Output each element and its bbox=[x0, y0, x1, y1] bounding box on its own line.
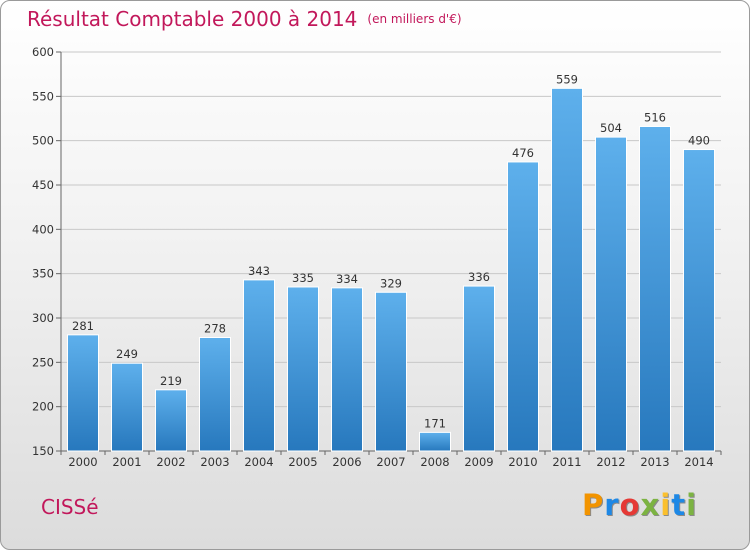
bar-2010 bbox=[507, 161, 539, 452]
y-tick-label: 400 bbox=[32, 222, 54, 236]
x-tick-label: 2012 bbox=[596, 455, 625, 469]
logo-letter: o bbox=[619, 488, 641, 522]
x-tick-label: 2001 bbox=[112, 455, 141, 469]
proxiti-logo[interactable]: Proxiti bbox=[582, 488, 697, 522]
bar-2013 bbox=[639, 125, 671, 452]
bar-value-label: 335 bbox=[292, 271, 314, 285]
bar-value-label: 219 bbox=[160, 374, 182, 388]
bar-2007 bbox=[375, 291, 407, 452]
logo-letter: P bbox=[582, 488, 605, 522]
bar-value-label: 171 bbox=[424, 416, 446, 430]
bar-2009 bbox=[463, 285, 495, 452]
y-tick-label: 500 bbox=[32, 134, 54, 148]
x-tick-label: 2005 bbox=[288, 455, 317, 469]
bar-value-label: 559 bbox=[556, 72, 578, 86]
y-tick-label: 200 bbox=[32, 400, 54, 414]
y-tick-label: 600 bbox=[32, 45, 54, 59]
logo-letter: i bbox=[660, 488, 672, 522]
y-tick-label: 550 bbox=[32, 89, 54, 103]
x-tick-label: 2010 bbox=[508, 455, 537, 469]
bar-2004 bbox=[243, 279, 275, 452]
logo-letter: i bbox=[686, 488, 698, 522]
bar-2014 bbox=[683, 149, 715, 452]
bar-2011 bbox=[551, 87, 583, 452]
bar-value-label: 336 bbox=[468, 270, 490, 284]
bar-value-label: 281 bbox=[72, 319, 94, 333]
x-tick-label: 2008 bbox=[420, 455, 449, 469]
bar-value-label: 504 bbox=[600, 121, 622, 135]
bar-value-label: 249 bbox=[116, 347, 138, 361]
y-tick-label: 300 bbox=[32, 311, 54, 325]
logo-letter: r bbox=[604, 488, 620, 522]
bar-value-label: 334 bbox=[336, 272, 358, 286]
x-tick-label: 2006 bbox=[332, 455, 361, 469]
chart-subtitle: (en milliers d'€) bbox=[367, 12, 462, 26]
chart-title: Résultat Comptable 2000 à 2014 (en millie… bbox=[27, 7, 462, 31]
bar-2008 bbox=[419, 431, 451, 452]
y-axis-ticks: 150 200 250 300 350 400 450 500 550 600 bbox=[32, 45, 61, 458]
x-tick-label: 2009 bbox=[464, 455, 493, 469]
bar-2006 bbox=[331, 287, 363, 452]
bar-2001 bbox=[111, 362, 143, 452]
y-tick-label: 450 bbox=[32, 178, 54, 192]
bar-2005 bbox=[287, 286, 319, 452]
y-tick-label: 150 bbox=[32, 444, 54, 458]
x-tick-label: 2013 bbox=[640, 455, 669, 469]
bar-value-label: 476 bbox=[512, 146, 534, 160]
x-tick-label: 2014 bbox=[684, 455, 713, 469]
y-tick-label: 250 bbox=[32, 355, 54, 369]
bar-2012 bbox=[595, 136, 627, 452]
x-tick-label: 2011 bbox=[552, 455, 581, 469]
x-tick-label: 2000 bbox=[68, 455, 97, 469]
x-tick-label: 2004 bbox=[244, 455, 273, 469]
bar-value-label: 343 bbox=[248, 264, 270, 278]
x-axis-ticks: 2000 2001 2002 2003 2004 2005 2006 2007 2008 2009… bbox=[60, 451, 722, 469]
bar-value-label: 516 bbox=[644, 110, 666, 124]
bar-value-label: 490 bbox=[688, 134, 710, 148]
x-tick-label: 2002 bbox=[156, 455, 185, 469]
logo-letter: t bbox=[671, 488, 687, 522]
bar-2003 bbox=[199, 337, 231, 452]
bar-value-label: 329 bbox=[380, 276, 402, 290]
bar-value-label: 278 bbox=[204, 322, 226, 336]
logo-letter: x bbox=[640, 488, 661, 522]
x-tick-label: 2007 bbox=[376, 455, 405, 469]
bar-2000 bbox=[67, 334, 99, 452]
bars: 281 249 219 278 343 335 334 329 171 336 476 559 504 5… bbox=[67, 72, 715, 452]
x-tick-label: 2003 bbox=[200, 455, 229, 469]
y-tick-label: 350 bbox=[32, 267, 54, 281]
bar-2002 bbox=[155, 389, 187, 452]
city-name: CISSé bbox=[41, 495, 99, 519]
chart-title-text: Résultat Comptable 2000 à 2014 bbox=[27, 7, 358, 31]
